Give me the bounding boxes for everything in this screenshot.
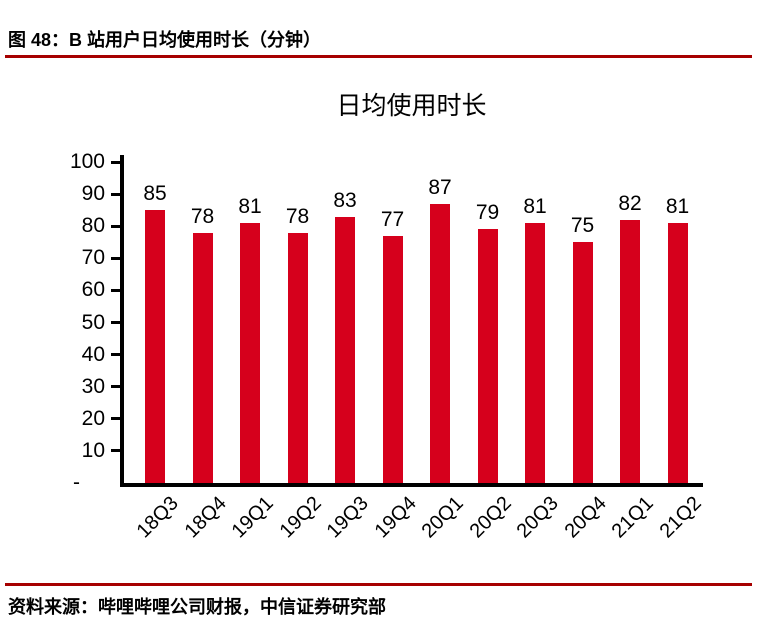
- x-axis-label: 20Q3: [512, 492, 563, 543]
- bar-value-label: 78: [190, 204, 215, 228]
- x-axis-label: 20Q4: [560, 492, 611, 543]
- y-axis-label: 50: [81, 310, 105, 334]
- bar-value-label: 81: [523, 195, 547, 218]
- chart-title: 日均使用时长: [336, 92, 487, 120]
- y-axis-tick: [111, 160, 120, 164]
- y-axis-label: 70: [81, 246, 105, 270]
- y-axis-tick: [111, 321, 120, 324]
- y-axis-tick: [111, 192, 120, 196]
- y-axis-tick: [111, 288, 120, 292]
- bar-value-label: 82: [618, 191, 642, 215]
- header-divider-line: [5, 55, 752, 58]
- plot-area: -10 20 30 40 50 60 70 80 90 100 85 78 81 78 83 77 87 79 8…: [70, 151, 705, 542]
- bar-value-label: 81: [665, 195, 690, 218]
- y-axis-label: 40: [81, 342, 105, 366]
- bar-value-label: 87: [428, 175, 452, 199]
- x-axis-label: 19Q4: [370, 492, 421, 543]
- x-axis-label: 20Q1: [417, 492, 468, 543]
- y-axis-label: 10: [81, 438, 105, 462]
- x-axis-label: 19Q3: [322, 492, 373, 543]
- x-axis-label: 19Q2: [275, 492, 326, 543]
- y-axis-tick: [111, 385, 120, 389]
- y-axis-tick: [111, 353, 120, 357]
- bar: [525, 223, 545, 483]
- x-axis-label: 18Q3: [132, 492, 183, 543]
- y-axis-label: 60: [81, 278, 105, 302]
- bar: [287, 232, 308, 483]
- x-axis-line: [120, 483, 703, 487]
- bar-value-label: 75: [570, 214, 595, 238]
- x-axis-label: 18Q4: [180, 492, 231, 543]
- x-axis-label: 19Q1: [227, 492, 278, 543]
- y-axis-label: 100: [69, 150, 105, 173]
- bar: [335, 216, 355, 483]
- y-axis-tick: [111, 224, 120, 228]
- y-axis-line: [120, 155, 124, 483]
- y-axis-label: 80: [81, 214, 105, 238]
- x-axis-label: 21Q1: [607, 492, 658, 543]
- bar-value-label: 85: [143, 182, 167, 206]
- bar-value-label: 81: [238, 195, 262, 218]
- bar: [620, 219, 640, 483]
- bar-value-label: 78: [285, 204, 310, 228]
- bar: [192, 232, 213, 483]
- y-axis-label: -: [73, 471, 80, 494]
- bar: [430, 203, 450, 483]
- bar-value-label: 77: [380, 207, 405, 231]
- bar-value-label: 79: [475, 201, 500, 225]
- bar: [382, 235, 403, 483]
- x-axis-label: 21Q2: [655, 492, 706, 543]
- bar: [667, 223, 688, 483]
- y-axis-tick: [111, 256, 120, 260]
- figure-caption: 图 48：B 站用户日均使用时长（分钟）: [8, 30, 322, 50]
- bar: [145, 210, 165, 483]
- x-axis-label: 20Q2: [465, 492, 516, 543]
- bar-value-label: 83: [333, 188, 357, 212]
- bar: [477, 229, 498, 483]
- y-axis-tick: [111, 417, 120, 421]
- y-axis-label: 20: [81, 406, 105, 430]
- y-axis-tick: [111, 449, 120, 453]
- footer-divider-line: [5, 583, 752, 586]
- y-axis-label: 90: [81, 182, 105, 206]
- source-note: 资料来源：哔哩哔哩公司财报，中信证券研究部: [8, 597, 386, 617]
- bar: [240, 223, 260, 483]
- y-axis-label: 30: [81, 374, 105, 398]
- bar: [572, 242, 593, 483]
